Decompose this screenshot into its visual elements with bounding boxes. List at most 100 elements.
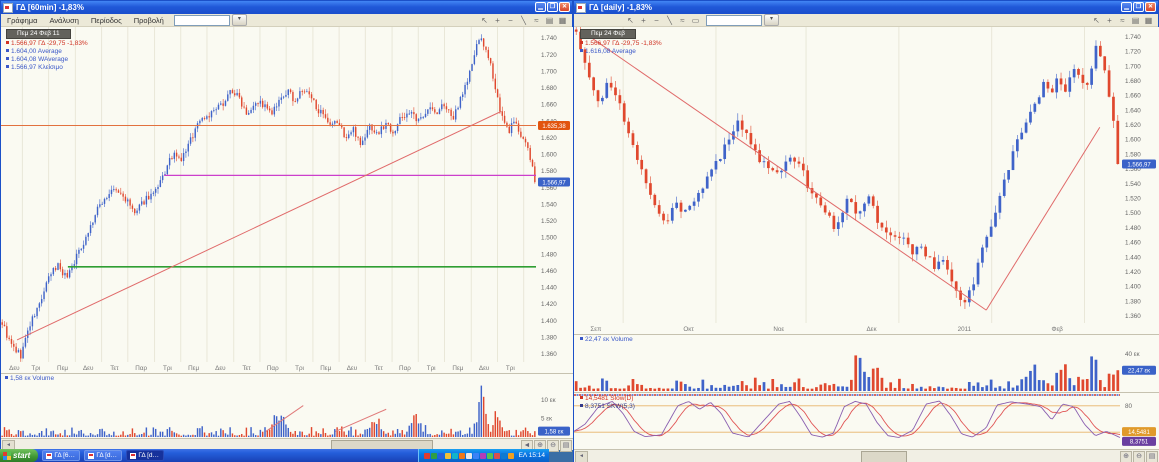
titlebar-left[interactable]: ΓΔ [60min] -1,83% ▁ ❐ ✕ [1,1,572,14]
cursor-icon[interactable]: ↖ [627,15,634,25]
fit-icon[interactable]: ▤ [1146,451,1158,462]
svg-text:1.440: 1.440 [541,285,557,292]
cursor-icon[interactable]: ↖ [481,16,488,25]
svg-text:Τρι: Τρι [295,365,304,372]
trendline-icon[interactable]: ╲ [521,16,526,25]
trendline-icon[interactable]: ╲ [667,15,672,25]
scroll-thumb[interactable] [861,451,907,462]
symbol-go-button[interactable]: ▾ [764,14,779,26]
grid-icon[interactable]: ▤ [545,16,554,25]
svg-text:Τετ: Τετ [110,365,119,372]
volume-pane-60min: 10 εκ 5 εκ 1,58 εκ 1,58 εκ Volume [1,373,574,439]
svg-text:1.480: 1.480 [1125,225,1141,232]
svg-text:80: 80 [1125,403,1133,410]
volume-pane-daily: 40 εκ 22,47 εκ 22,47 εκ Volume [574,334,1159,393]
crosshair-icon[interactable]: + [1107,16,1112,25]
volume-chart-daily[interactable]: 40 εκ 22,47 εκ [574,335,1159,393]
tray-icon-11[interactable] [500,452,507,459]
cursor-icon[interactable]: ↖ [1093,16,1100,25]
window-mini-icon [46,452,53,459]
taskbar-button-2[interactable]: ΓΔ [d… [126,450,165,461]
svg-text:1.600: 1.600 [1125,137,1141,144]
svg-text:1.680: 1.680 [1125,78,1141,85]
tray-icon-5[interactable] [458,452,465,459]
wave-icon[interactable]: ≈ [680,15,685,25]
tray-icon-8[interactable] [479,452,486,459]
titlebar-right[interactable]: ΓΔ [daily] -1,83% ▁ ❐ ✕ [574,1,1158,14]
horizontal-line-icon[interactable]: − [654,15,659,25]
taskbar-button-1[interactable]: ΓΔ [d… [84,450,123,461]
svg-text:1.700: 1.700 [541,68,557,75]
crosshair-icon[interactable]: + [495,16,500,25]
price-chart-daily[interactable]: 1.740 1.720 1.700 1.680 1.660 1.640 1.620 1.600… [574,27,1159,334]
svg-text:Παρ: Παρ [135,365,147,372]
menu-period[interactable]: Περίοδος [90,15,122,25]
tray-icon-12[interactable] [507,452,514,459]
svg-text:1.360: 1.360 [1125,313,1141,320]
tray-icon-0[interactable] [423,452,430,459]
svg-text:2011: 2011 [958,326,972,333]
app-icon [576,2,586,13]
svg-text:1.460: 1.460 [541,268,557,275]
system-tray: ΕΛ 15:14 [417,449,549,462]
save-icon[interactable]: ▦ [558,16,567,25]
tray-icon-9[interactable] [486,452,493,459]
chart-window-daily: ΓΔ [daily] -1,83% ▁ ❐ ✕ ↖ + − ╲ ≈ ▭ ▾ ↖ + ≈ ▤ ▦ 1… [573,0,1159,462]
volume-chart-60min[interactable]: 10 εκ 5 εκ 1,58 εκ [1,374,574,439]
minimize-button[interactable]: ▁ [1121,2,1132,12]
svg-text:1.500: 1.500 [541,235,557,242]
clear-icon[interactable]: ▭ [691,15,700,25]
tray-icon-1[interactable] [430,452,437,459]
tray-icon-3[interactable] [444,452,451,459]
fit-icon[interactable]: ▤ [560,440,572,452]
svg-text:1.640: 1.640 [1125,107,1141,114]
svg-text:8,3751: 8,3751 [1130,440,1149,446]
tray-icon-7[interactable] [472,452,479,459]
zoom-in-icon[interactable]: ⊕ [1120,451,1132,462]
grid-icon[interactable]: ▤ [1131,16,1140,25]
tray-icon-6[interactable] [465,452,472,459]
symbol-go-button[interactable]: ▾ [231,14,247,26]
tray-icon-2[interactable] [437,452,444,459]
svg-text:1.560: 1.560 [1125,166,1141,173]
tray-icon-10[interactable] [493,452,500,459]
symbol-input[interactable] [706,14,762,26]
svg-text:1.400: 1.400 [1125,284,1141,291]
svg-text:Δευ: Δευ [83,365,94,372]
svg-text:1.360: 1.360 [541,351,557,358]
wave-icon[interactable]: ≈ [534,16,539,25]
menu-chart[interactable]: Γράφημα [7,15,38,25]
taskbar-button-0[interactable]: ΓΔ [6… [42,450,81,461]
svg-text:1.700: 1.700 [1125,63,1141,70]
window-mini-icon [88,452,95,459]
svg-text:Παρ: Παρ [267,365,279,372]
svg-text:1.620: 1.620 [1125,122,1141,129]
zoom-out-icon[interactable]: ⊖ [547,440,559,452]
start-button[interactable]: start [0,449,39,462]
close-button[interactable]: ✕ [1145,2,1156,12]
save-icon[interactable]: ▦ [1144,16,1153,25]
menu-analysis[interactable]: Ανάλυση [49,15,79,25]
close-button[interactable]: ✕ [559,2,570,12]
tray-icon-4[interactable] [451,452,458,459]
maximize-button[interactable]: ❐ [547,2,558,12]
maximize-button[interactable]: ❐ [1133,2,1144,12]
symbol-input[interactable] [173,14,230,26]
svg-text:Τετ: Τετ [242,365,251,372]
minimize-button[interactable]: ▁ [535,2,546,12]
svg-text:1.380: 1.380 [1125,298,1141,305]
price-chart-60min[interactable]: 1.7401.7201.7001.6801.6601.6401.6201.600… [1,27,574,373]
svg-text:1.580: 1.580 [1125,151,1141,158]
crosshair-icon[interactable]: + [641,15,646,25]
scroll-left-arrow[interactable]: ◄ [575,451,588,462]
svg-text:1.680: 1.680 [541,85,557,92]
svg-text:1.500: 1.500 [1125,210,1141,217]
menu-view[interactable]: Προβολή [133,15,164,25]
window-title: ΓΔ [60min] -1,83% [16,3,84,12]
wave-icon[interactable]: ≈ [1120,16,1125,25]
horizontal-line-icon[interactable]: − [508,16,513,25]
svg-text:1.480: 1.480 [541,251,557,258]
svg-text:Πεμ: Πεμ [188,365,199,372]
zoom-out-icon[interactable]: ⊖ [1133,451,1145,462]
